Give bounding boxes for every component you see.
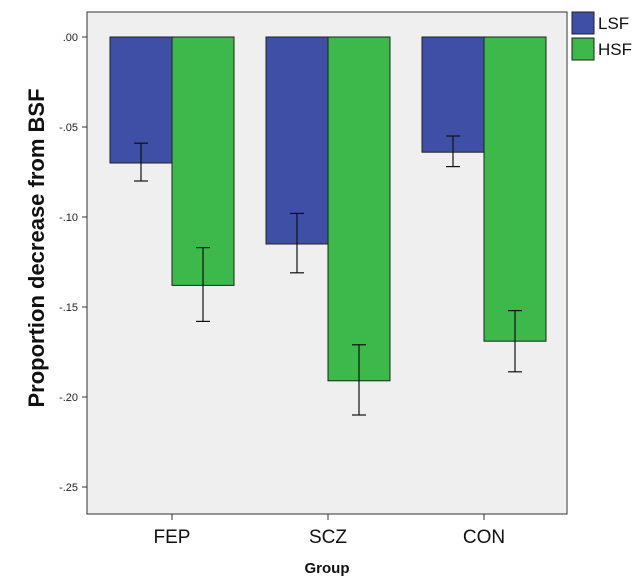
y-axis-title: Proportion decrease from BSF <box>24 88 49 407</box>
bar-lsf-con <box>421 36 485 153</box>
x-category-label: CON <box>463 527 505 548</box>
legend-swatch-hsf <box>571 37 595 61</box>
legend: LSF HSF <box>571 11 632 61</box>
y-tick-label: -.20 <box>59 392 78 404</box>
bar-hsf-scz <box>327 36 391 382</box>
bar-lsf-scz <box>265 36 329 245</box>
x-axis-categories: FEP SCZ CON <box>154 514 505 548</box>
legend-label-lsf: LSF <box>598 14 629 33</box>
bar-hsf-con <box>483 36 547 342</box>
bar-hsf-fep <box>171 36 235 286</box>
legend-swatch-lsf <box>571 11 595 35</box>
error-bars-group <box>134 135 522 416</box>
y-tick-label: -.10 <box>59 212 78 224</box>
bars-group <box>109 36 547 382</box>
y-tick-label: .00 <box>63 32 78 44</box>
legend-label-hsf: HSF <box>598 40 632 59</box>
y-tick-label: -.05 <box>59 122 78 134</box>
x-axis-title: Group <box>305 560 350 577</box>
y-axis-ticks: .00 -.05 -.10 -.15 -.20 -.25 <box>59 32 87 494</box>
y-tick-label: -.25 <box>59 482 78 494</box>
y-tick-label: -.15 <box>59 302 78 314</box>
x-category-label: FEP <box>154 527 191 548</box>
x-category-label: SCZ <box>309 527 347 548</box>
